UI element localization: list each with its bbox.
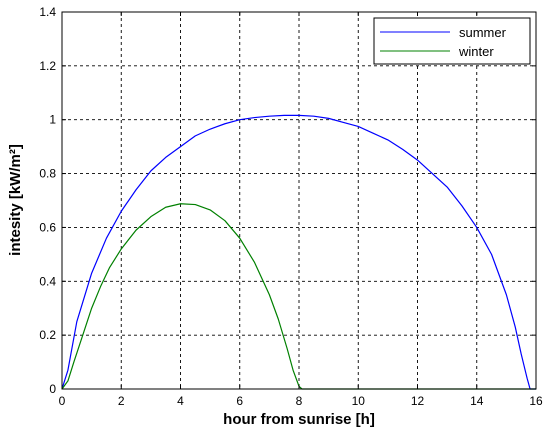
grid-lines [62, 12, 536, 389]
x-tick-label: 2 [118, 394, 125, 408]
x-tick-label: 14 [470, 394, 484, 408]
y-tick-label: 0.4 [39, 274, 56, 288]
legend-label-winter: winter [458, 44, 494, 59]
y-tick-label: 0.2 [39, 328, 56, 342]
legend-box [373, 17, 531, 65]
x-axis-title: hour from sunrise [h] [223, 411, 375, 428]
legend: summer winter [373, 17, 531, 65]
series-line-summer [61, 114, 536, 390]
axis-ticks: 0 2 4 6 8 10 12 14 16 0 0.2 0.4 0.6 0.8 1 1.2 1.4 [39, 5, 543, 408]
x-tick-label: 8 [296, 394, 303, 408]
y-axis-title: intesity [kW/m²] [7, 144, 24, 256]
y-tick-label: 1.2 [39, 59, 56, 73]
x-tick-label: 6 [236, 394, 243, 408]
x-tick-label: 16 [529, 394, 543, 408]
y-tick-label: 0.6 [39, 220, 56, 234]
x-tick-label: 0 [59, 394, 66, 408]
y-tick-label: 0.8 [39, 167, 56, 181]
x-tick-label: 10 [352, 394, 366, 408]
legend-label-summer: summer [459, 25, 507, 40]
y-tick-label: 0 [49, 382, 56, 396]
x-tick-label: 12 [411, 394, 425, 408]
y-tick-label: 1 [49, 113, 56, 127]
x-tick-label: 4 [177, 394, 184, 408]
y-tick-label: 1.4 [39, 5, 56, 19]
